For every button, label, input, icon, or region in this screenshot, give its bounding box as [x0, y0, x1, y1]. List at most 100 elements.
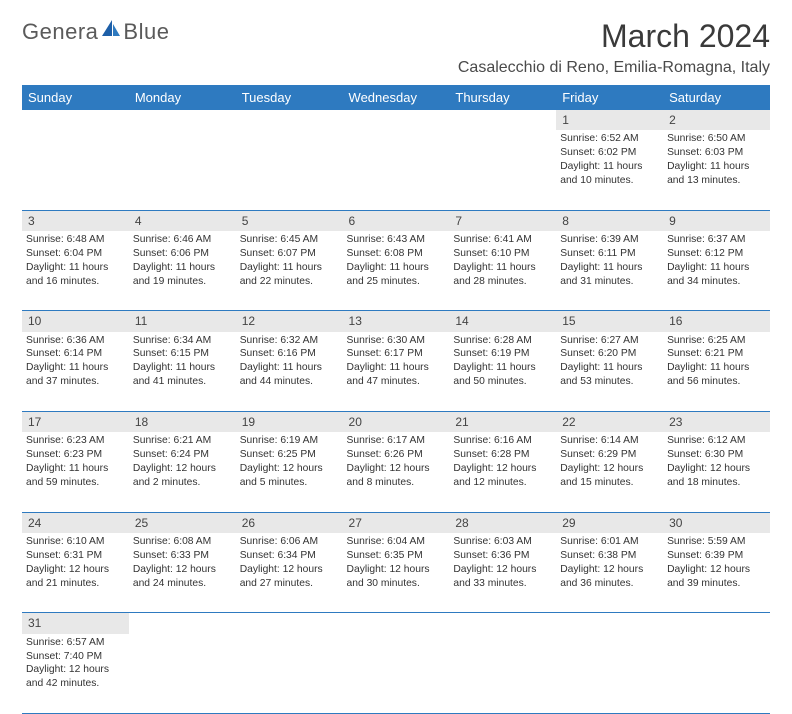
daylight-text: and 28 minutes. [453, 275, 552, 289]
daylight-text: and 25 minutes. [347, 275, 446, 289]
sunset-text: Sunset: 6:03 PM [667, 146, 766, 160]
sunrise-text: Sunrise: 6:25 AM [667, 334, 766, 348]
daylight-text: and 13 minutes. [667, 174, 766, 188]
day-number-cell: 20 [343, 412, 450, 433]
sunrise-text: Sunrise: 6:28 AM [453, 334, 552, 348]
sunset-text: Sunset: 6:08 PM [347, 247, 446, 261]
sunrise-text: Sunrise: 6:48 AM [26, 233, 125, 247]
day-number-cell: 22 [556, 412, 663, 433]
brand-text-right: Blue [123, 19, 169, 45]
day-cell [449, 634, 556, 714]
sunrise-text: Sunrise: 6:57 AM [26, 636, 125, 650]
day-number-cell: 21 [449, 412, 556, 433]
day-number-cell: 15 [556, 311, 663, 332]
day-cell: Sunrise: 6:34 AMSunset: 6:15 PMDaylight:… [129, 332, 236, 412]
sunset-text: Sunset: 6:35 PM [347, 549, 446, 563]
sunrise-text: Sunrise: 6:43 AM [347, 233, 446, 247]
day-number-cell: 26 [236, 512, 343, 533]
daylight-text: Daylight: 11 hours [560, 261, 659, 275]
day-cell: Sunrise: 6:52 AMSunset: 6:02 PMDaylight:… [556, 130, 663, 210]
day-number-cell: 14 [449, 311, 556, 332]
day-number-cell: 6 [343, 210, 450, 231]
day-number-cell: 17 [22, 412, 129, 433]
day-number-cell: 12 [236, 311, 343, 332]
sunset-text: Sunset: 6:20 PM [560, 347, 659, 361]
sunset-text: Sunset: 6:02 PM [560, 146, 659, 160]
daylight-text: Daylight: 12 hours [347, 462, 446, 476]
day-number-row: 17181920212223 [22, 412, 770, 433]
daylight-text: and 30 minutes. [347, 577, 446, 591]
sunrise-text: Sunrise: 6:08 AM [133, 535, 232, 549]
day-number-cell: 29 [556, 512, 663, 533]
weekday-header-row: SundayMondayTuesdayWednesdayThursdayFrid… [22, 85, 770, 110]
daylight-text: and 33 minutes. [453, 577, 552, 591]
daylight-text: and 10 minutes. [560, 174, 659, 188]
sunset-text: Sunset: 6:31 PM [26, 549, 125, 563]
sail-icon [100, 18, 122, 46]
weekday-header: Thursday [449, 85, 556, 110]
sunrise-text: Sunrise: 6:16 AM [453, 434, 552, 448]
day-cell: Sunrise: 6:48 AMSunset: 6:04 PMDaylight:… [22, 231, 129, 311]
day-number-cell [129, 110, 236, 130]
day-content-row: Sunrise: 6:23 AMSunset: 6:23 PM Daylight:… [22, 432, 770, 512]
day-cell [343, 130, 450, 210]
daylight-text: and 53 minutes. [560, 375, 659, 389]
daylight-text: and 44 minutes. [240, 375, 339, 389]
daylight-text: Daylight: 11 hours [240, 361, 339, 375]
calendar-table: SundayMondayTuesdayWednesdayThursdayFrid… [22, 85, 770, 714]
daylight-text: Daylight: 11 hours [453, 261, 552, 275]
day-number-cell: 30 [663, 512, 770, 533]
day-cell: Sunrise: 6:10 AMSunset: 6:31 PMDaylight:… [22, 533, 129, 613]
daylight-text: Daylight: 12 hours [453, 462, 552, 476]
day-number-cell: 13 [343, 311, 450, 332]
day-cell: Sunrise: 6:45 AMSunset: 6:07 PMDaylight:… [236, 231, 343, 311]
day-number-cell: 1 [556, 110, 663, 130]
sunrise-text: Sunrise: 6:36 AM [26, 334, 125, 348]
sunset-text: Sunset: 6:39 PM [667, 549, 766, 563]
day-number-cell: 8 [556, 210, 663, 231]
daylight-text: Daylight: 12 hours [26, 563, 125, 577]
month-title: March 2024 [458, 18, 770, 55]
day-number-cell: 16 [663, 311, 770, 332]
day-number-cell: 24 [22, 512, 129, 533]
weekday-header: Friday [556, 85, 663, 110]
day-number-cell [663, 613, 770, 634]
daylight-text: Daylight: 11 hours [560, 160, 659, 174]
day-number-cell [449, 613, 556, 634]
sunset-text: Sunset: 6:36 PM [453, 549, 552, 563]
day-cell: Sunrise: 6:57 AMSunset: 7:40 PMDaylight:… [22, 634, 129, 714]
day-cell: Sunrise: 6:43 AMSunset: 6:08 PMDaylight:… [343, 231, 450, 311]
sunset-text: Sunset: 6:14 PM [26, 347, 125, 361]
daylight-text: Daylight: 12 hours [667, 462, 766, 476]
day-cell: Sunrise: 6:37 AMSunset: 6:12 PMDaylight:… [663, 231, 770, 311]
daylight-text: and 21 minutes. [26, 577, 125, 591]
sunset-text: Sunset: 6:21 PM [667, 347, 766, 361]
sunrise-text: Sunrise: 6:50 AM [667, 132, 766, 146]
day-number-row: 24252627282930 [22, 512, 770, 533]
day-number-cell: 4 [129, 210, 236, 231]
sunrise-text: Sunrise: 6:46 AM [133, 233, 232, 247]
daylight-text: Daylight: 12 hours [347, 563, 446, 577]
day-cell [449, 130, 556, 210]
day-number-cell: 31 [22, 613, 129, 634]
daylight-text: and 47 minutes. [347, 375, 446, 389]
sunrise-text: Sunrise: 6:17 AM [347, 434, 446, 448]
daylight-text: Daylight: 12 hours [667, 563, 766, 577]
sunrise-text: Sunrise: 6:23 AM [26, 434, 125, 448]
daylight-text: Daylight: 11 hours [667, 160, 766, 174]
weekday-header: Sunday [22, 85, 129, 110]
sunset-text: Sunset: 6:23 PM [26, 448, 125, 462]
sunset-text: Sunset: 6:07 PM [240, 247, 339, 261]
day-number-cell: 28 [449, 512, 556, 533]
sunset-text: Sunset: 6:33 PM [133, 549, 232, 563]
weekday-header: Saturday [663, 85, 770, 110]
day-cell [343, 634, 450, 714]
sunrise-text: Sunrise: 6:04 AM [347, 535, 446, 549]
daylight-text: and 37 minutes. [26, 375, 125, 389]
daylight-text: Daylight: 11 hours [347, 261, 446, 275]
daylight-text: Daylight: 11 hours [26, 361, 125, 375]
daylight-text: and 5 minutes. [240, 476, 339, 490]
day-number-cell: 7 [449, 210, 556, 231]
daylight-text: Daylight: 11 hours [560, 361, 659, 375]
sunrise-text: Sunrise: 6:19 AM [240, 434, 339, 448]
